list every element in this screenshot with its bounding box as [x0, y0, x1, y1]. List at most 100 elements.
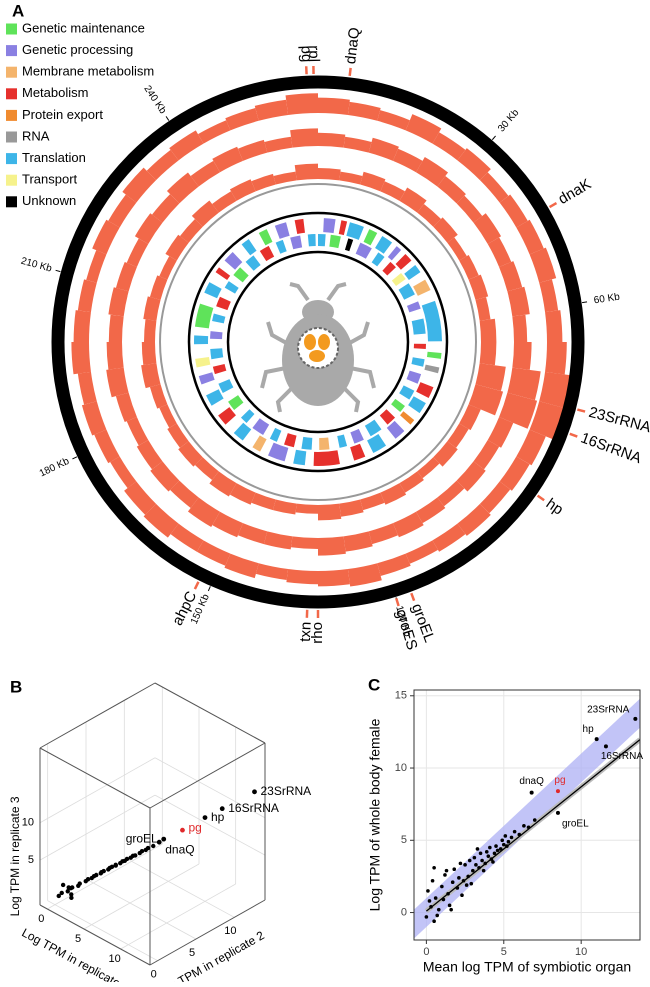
gene-segment	[400, 411, 414, 424]
point	[482, 869, 486, 873]
expression-bar	[286, 93, 318, 115]
y-tick-label: 10	[224, 925, 236, 937]
legend-label: Genetic processing	[22, 42, 133, 57]
gene-segment	[345, 238, 353, 251]
labeled-point	[633, 717, 637, 721]
x-axis-title: Mean log TPM of symbiotic organ	[423, 959, 631, 975]
expression-bar	[344, 531, 373, 551]
point	[463, 863, 467, 867]
legend-label: Transport	[22, 172, 78, 187]
expression-bar	[197, 540, 230, 565]
labeled-point	[180, 828, 185, 833]
point	[465, 883, 469, 887]
point	[437, 908, 441, 912]
symbiont	[318, 334, 330, 350]
expression-bar	[318, 168, 341, 180]
expression-bar	[144, 319, 156, 342]
point	[493, 851, 497, 855]
point	[462, 879, 466, 883]
point	[426, 889, 430, 893]
gene-segment	[216, 297, 231, 310]
legend-swatch	[6, 45, 17, 56]
expression-bar	[127, 239, 149, 267]
point	[432, 866, 436, 870]
y-tick-label: 0	[401, 906, 407, 918]
expression-bar	[545, 310, 562, 342]
expression-bar	[318, 133, 345, 148]
point	[466, 875, 470, 879]
expression-bar	[264, 137, 292, 153]
point	[517, 833, 521, 837]
expression-bar	[417, 457, 439, 478]
expression-bar	[274, 172, 297, 185]
expression-bar	[110, 457, 136, 489]
expression-bar	[530, 248, 557, 283]
gene-segment	[268, 443, 288, 462]
point	[60, 891, 64, 895]
gene-segment	[210, 331, 222, 339]
plot-area	[414, 699, 640, 939]
expression-bar	[116, 262, 137, 291]
expression-bar	[127, 417, 149, 445]
point-label: 23SrRNA	[587, 705, 630, 716]
point	[483, 862, 487, 866]
gene-segment	[337, 434, 347, 447]
expression-bar	[377, 554, 410, 576]
expression-bar	[273, 499, 297, 514]
gene-segment	[346, 222, 364, 240]
expression-bar	[109, 315, 124, 342]
x-tick	[492, 136, 495, 140]
expression-bar	[94, 430, 119, 463]
x-tick-label: 60 Kb	[593, 292, 621, 307]
point	[435, 914, 439, 918]
x-tick-label: 240 Kb	[141, 84, 168, 117]
gene-segment	[413, 280, 431, 296]
point	[431, 879, 435, 883]
labeled-point	[556, 789, 560, 793]
gene-segment	[356, 243, 372, 259]
gene-segment	[350, 444, 365, 461]
symbiont	[309, 350, 325, 362]
point	[499, 847, 503, 851]
z-tick-label: 10	[22, 817, 34, 829]
legend-label: RNA	[22, 128, 50, 143]
expression-bar	[86, 250, 106, 283]
expression-bar	[143, 296, 160, 320]
gene-segment	[387, 421, 405, 439]
gene-segment	[319, 437, 329, 450]
gene-segment	[422, 301, 442, 341]
gene-segment	[246, 255, 261, 270]
expression-bar	[457, 196, 483, 223]
gene-segment	[404, 265, 420, 280]
point	[488, 846, 492, 850]
expression-bar	[238, 140, 267, 161]
expression-bar	[433, 132, 466, 160]
gene-segment	[195, 304, 213, 329]
legend-swatch	[6, 132, 17, 143]
expression-bar	[107, 342, 124, 370]
labeled-point	[530, 791, 534, 795]
legend-label: Membrane metabolism	[22, 64, 154, 79]
x-tick-label: 0	[423, 946, 429, 958]
expression-bar	[78, 372, 97, 405]
point	[510, 836, 514, 840]
gene-segment	[216, 267, 231, 280]
gene-segment	[414, 344, 426, 349]
point-label: hp	[583, 724, 595, 735]
point	[505, 844, 509, 848]
gene-label: hp	[543, 495, 566, 518]
expression-bar	[360, 493, 384, 510]
symbiont	[304, 334, 316, 350]
labeled-point	[161, 837, 166, 842]
gene-segment	[424, 365, 439, 374]
point	[78, 881, 82, 885]
expression-bar	[286, 569, 318, 584]
gene-label: 23SrRNA	[587, 404, 650, 436]
expression-bar	[545, 342, 567, 374]
point-label: pg	[554, 775, 565, 786]
x-tick	[72, 457, 77, 459]
gene-segment	[407, 371, 422, 384]
point	[500, 838, 504, 842]
fit-line	[426, 740, 640, 912]
gene-segment	[399, 385, 414, 399]
